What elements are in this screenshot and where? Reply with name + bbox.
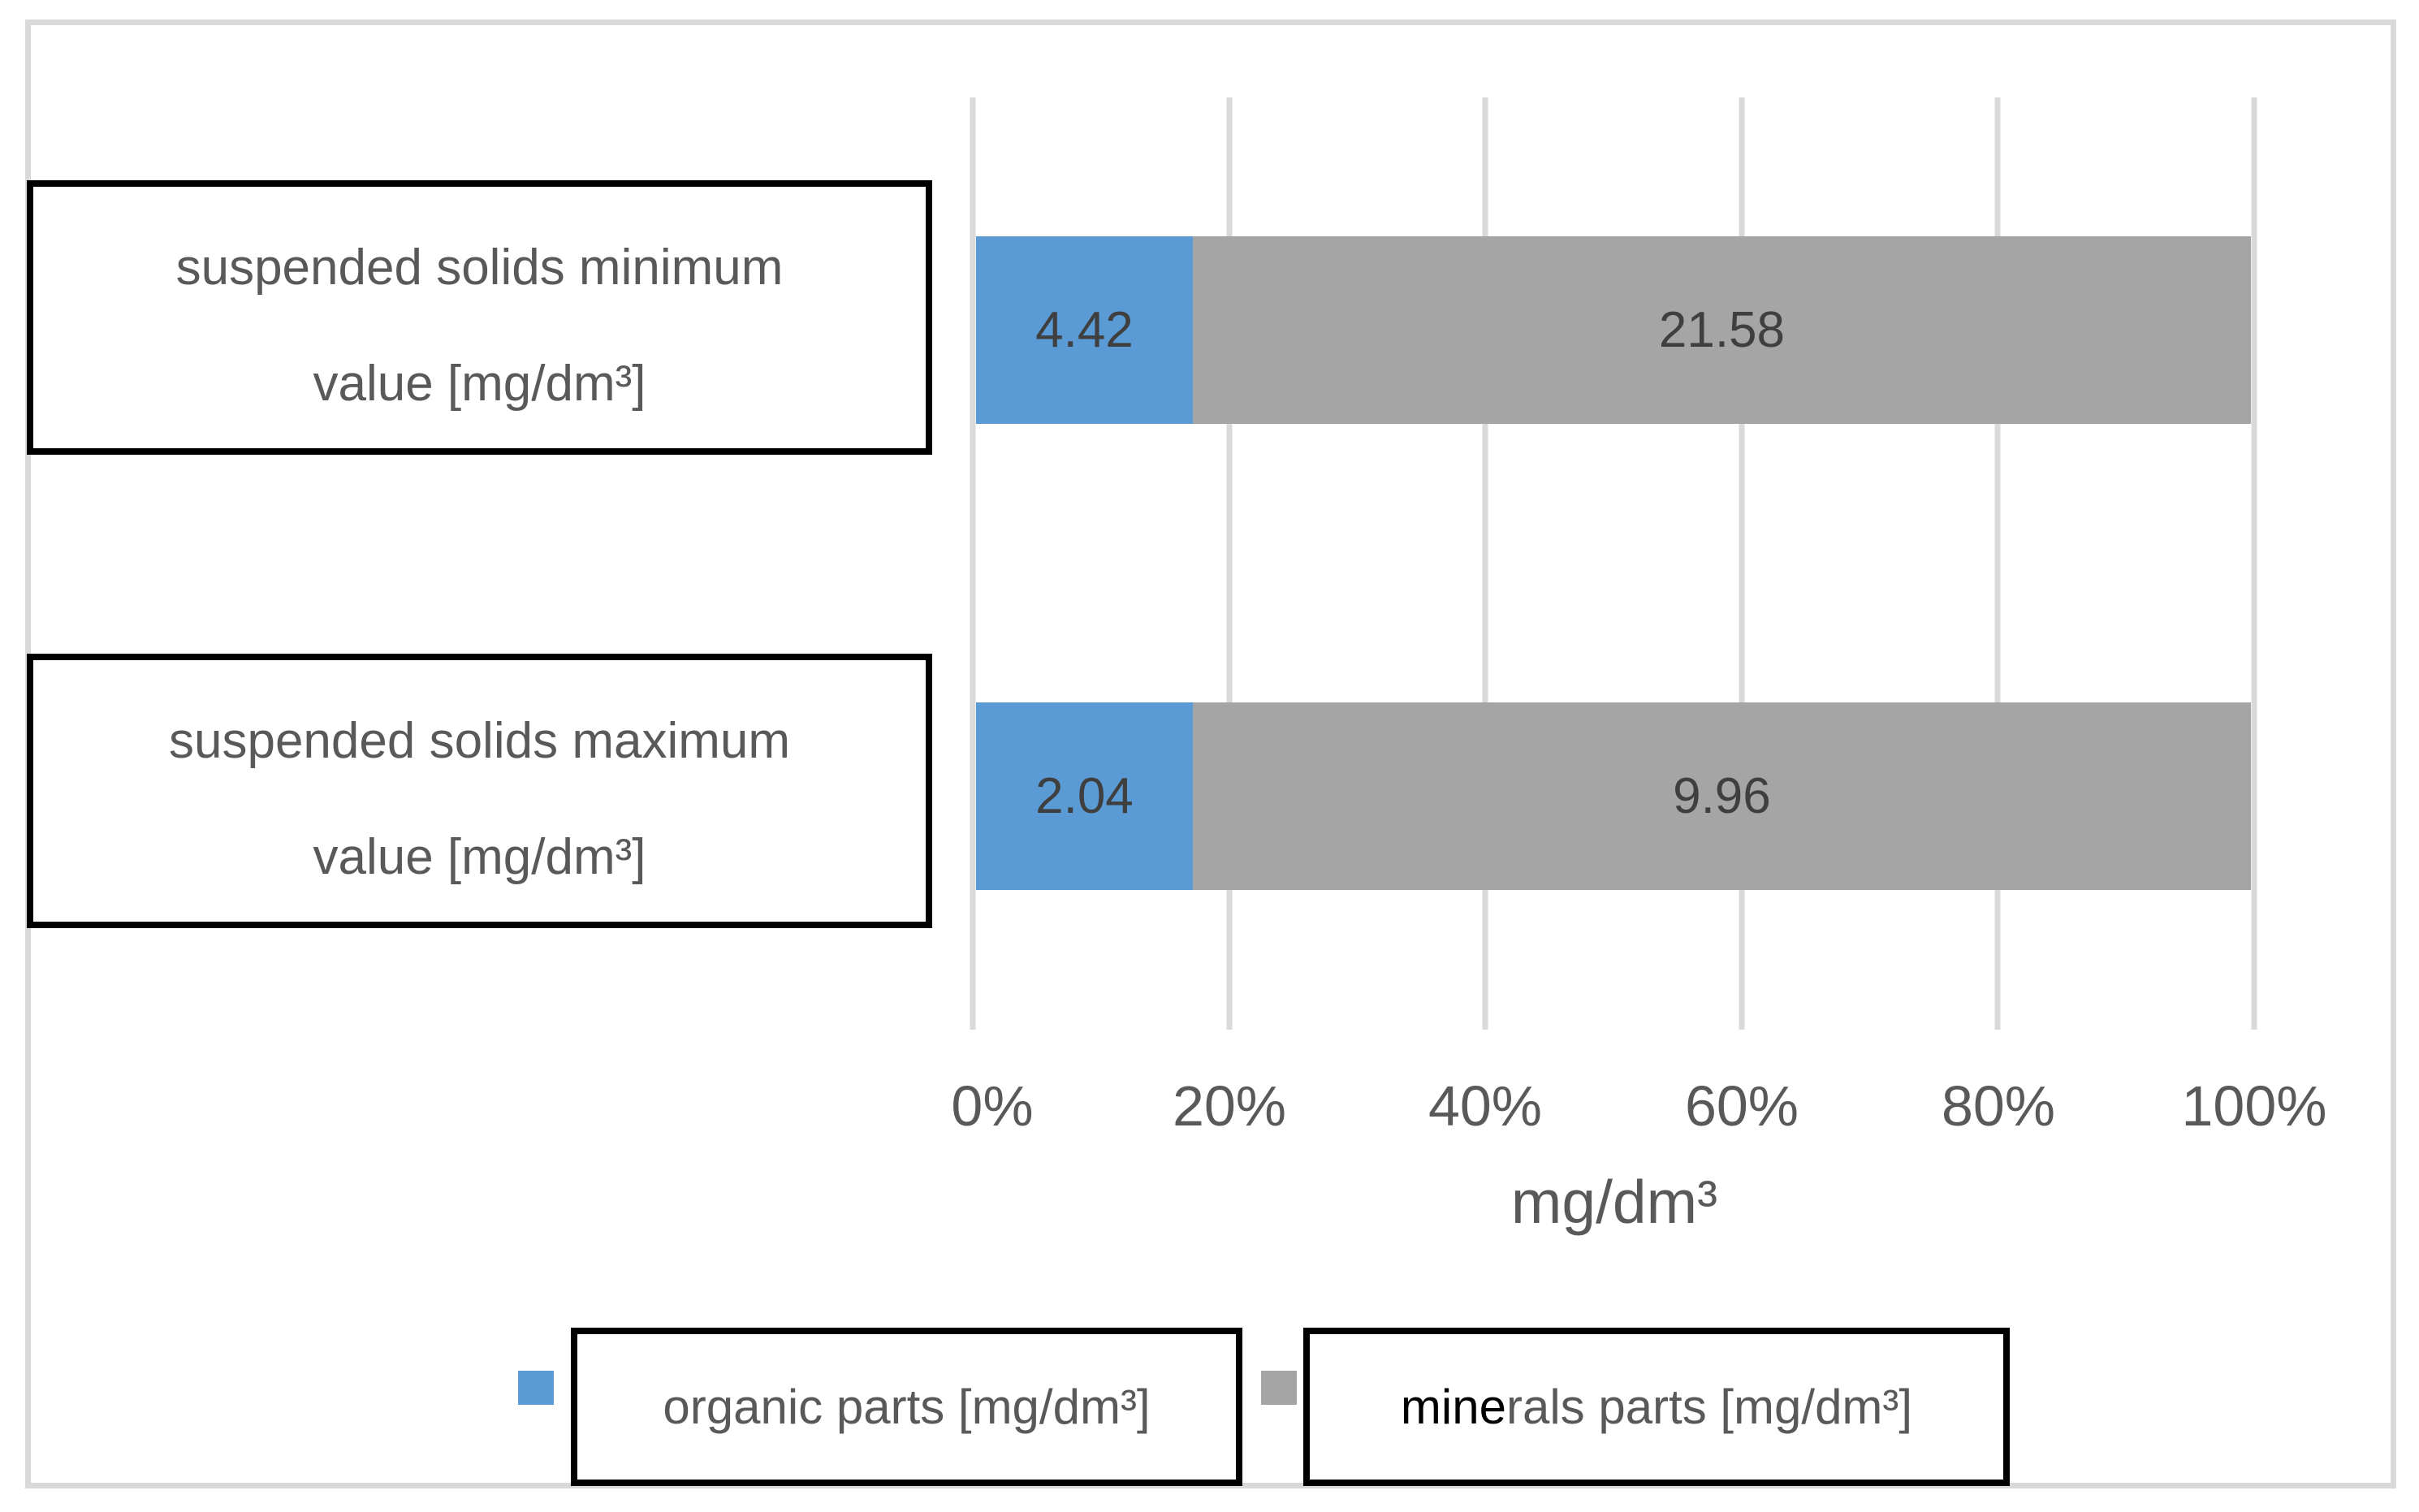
gridline-40	[1482, 97, 1488, 1030]
legend-swatch-minerals	[1261, 1371, 1297, 1405]
bar-segment-minerals-maximum: 9.96	[1192, 702, 2251, 890]
category-label-minimum-line2: value [mg/dm³]	[313, 356, 646, 412]
category-label-maximum-line1: suspended solids maximum	[168, 713, 790, 770]
x-axis-title: mg/dm³	[1510, 1168, 1718, 1236]
gridline-60	[1739, 97, 1745, 1030]
x-tick-0: 0%	[951, 1074, 1034, 1138]
legend-box-minerals: minerals parts [mg/dm³]	[1303, 1328, 2010, 1486]
bar-row-minimum: 4.42 21.58	[976, 236, 2251, 424]
x-tick-80: 80%	[1941, 1074, 2056, 1138]
bars-layer: 4.42 21.58 2.04 9.96	[976, 97, 2251, 1030]
category-box-maximum: suspended solids maximum value [mg/dm³]	[27, 654, 932, 928]
bar-row-maximum: 2.04 9.96	[976, 702, 2251, 890]
category-box-minimum: suspended solids minimum value [mg/dm³]	[27, 180, 932, 455]
x-tick-20: 20%	[1172, 1074, 1287, 1138]
legend-swatch-organic	[518, 1371, 554, 1405]
gridline-0	[970, 97, 976, 1030]
value-label-minerals-maximum: 9.96	[1673, 768, 1771, 824]
bar-segment-organic-maximum: 2.04	[976, 702, 1193, 890]
x-tick-60: 60%	[1684, 1074, 1799, 1138]
legend-label-minerals-black-part: mine	[1400, 1380, 1506, 1434]
legend-label-minerals: minerals parts [mg/dm³]	[1401, 1379, 1912, 1435]
legend-box-organic: organic parts [mg/dm³]	[571, 1328, 1242, 1486]
value-label-organic-maximum: 2.04	[1035, 768, 1134, 824]
legend-label-minerals-gray-part: rals parts [mg/dm³]	[1505, 1380, 1913, 1434]
x-tick-40: 40%	[1428, 1074, 1543, 1138]
legend-label-organic: organic parts [mg/dm³]	[663, 1380, 1151, 1434]
value-label-minerals-minimum: 21.58	[1658, 302, 1786, 358]
bar-segment-organic-minimum: 4.42	[976, 236, 1193, 424]
gridline-100	[2251, 97, 2257, 1030]
gridline-20	[1226, 97, 1233, 1030]
bar-segment-minerals-minimum: 21.58	[1192, 236, 2251, 424]
plot-area: 4.42 21.58 2.04 9.96	[970, 97, 2257, 1030]
x-tick-100: 100%	[2181, 1074, 2327, 1138]
value-label-organic-minimum: 4.42	[1035, 302, 1134, 358]
category-label-maximum-line2: value [mg/dm³]	[313, 829, 646, 885]
gridline-80	[1994, 97, 2001, 1030]
category-label-minimum-line1: suspended solids minimum	[175, 240, 784, 296]
